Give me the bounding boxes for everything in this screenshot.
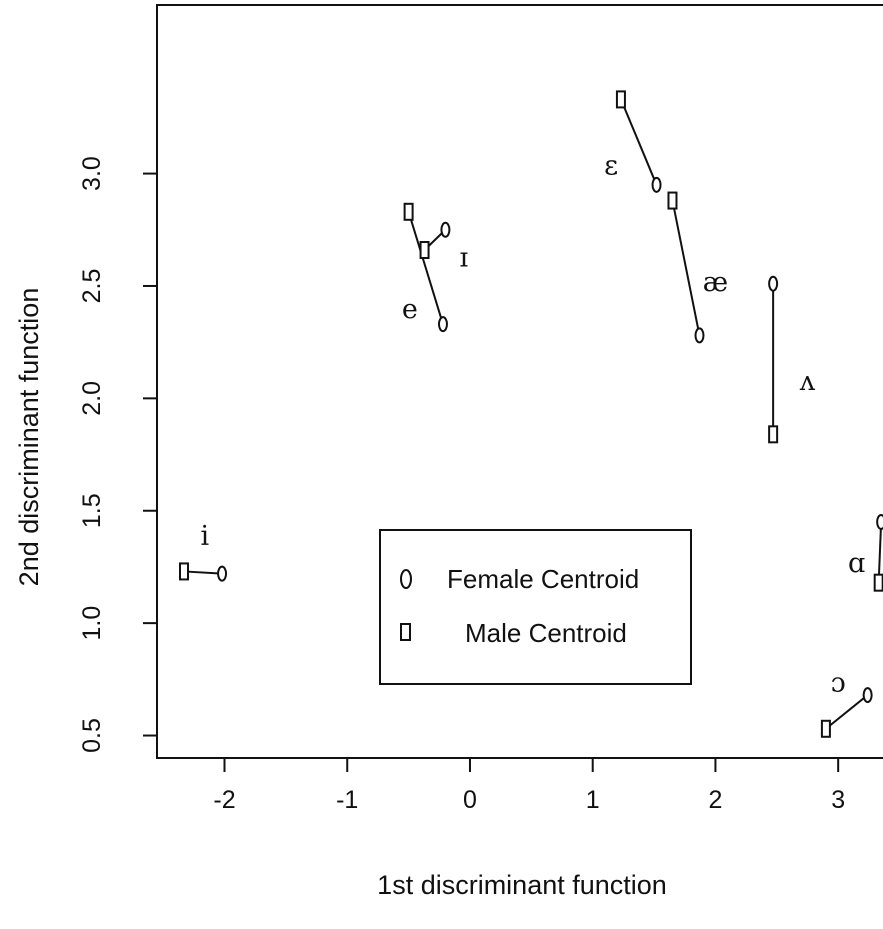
- female-centroid-marker: [768, 275, 779, 292]
- legend-female-label: Female Centroid: [447, 564, 639, 594]
- x-tick-label: -2: [213, 786, 235, 814]
- vowel-label: æ: [703, 267, 728, 298]
- vowel-label: i: [201, 521, 210, 552]
- x-axis-title: 1st discriminant function: [377, 870, 667, 900]
- female-centroid-marker: [862, 687, 873, 704]
- y-tick-label: 2.5: [78, 269, 106, 304]
- legend: Female Centroid Male Centroid: [379, 529, 692, 685]
- legend-female-marker: [400, 569, 412, 589]
- plot-frame: [156, 4, 883, 759]
- connector-line: [620, 99, 658, 186]
- centroid-markers: [179, 90, 883, 738]
- x-tick-label: 2: [708, 786, 722, 814]
- legend-male-marker: [400, 623, 411, 641]
- male-centroid-marker: [419, 241, 430, 260]
- male-centroid-marker: [768, 425, 779, 444]
- vowel-labels: i ɪ e ɛ æ ʌ ɑ ɔ: [201, 150, 866, 698]
- y-tick-label: 2.0: [78, 381, 106, 416]
- male-centroid-marker: [615, 90, 626, 109]
- male-centroid-marker: [820, 719, 831, 738]
- x-axis: -2 -1 0 1 2 3: [213, 758, 845, 814]
- connector-lines: [183, 99, 883, 730]
- y-tick-label: 0.5: [78, 718, 106, 753]
- x-tick-label: 1: [586, 786, 600, 814]
- vowel-label: e: [402, 294, 418, 325]
- y-tick-label: 1.5: [78, 493, 106, 528]
- x-tick-label: 3: [831, 786, 845, 814]
- male-centroid-marker: [667, 191, 678, 210]
- female-centroid-marker: [694, 327, 705, 344]
- male-centroid-marker: [873, 573, 883, 592]
- y-axis: 0.5 1.0 1.5 2.0 2.5 3.0: [78, 156, 157, 753]
- male-centroid-marker: [403, 202, 414, 221]
- female-centroid-marker: [440, 221, 451, 238]
- y-axis-title: 2nd discriminant function: [14, 288, 44, 587]
- female-centroid-marker: [651, 176, 662, 193]
- x-tick-label: 0: [463, 786, 477, 814]
- x-tick-label: -1: [336, 786, 358, 814]
- connector-line: [671, 200, 701, 336]
- vowel-label: ɪ: [460, 242, 469, 273]
- y-tick-label: 1.0: [78, 606, 106, 641]
- female-centroid-marker: [217, 565, 228, 582]
- y-tick-label: 3.0: [78, 156, 106, 191]
- vowel-label: ɔ: [831, 667, 846, 698]
- male-centroid-marker: [179, 562, 190, 581]
- legend-male-label: Male Centroid: [465, 618, 627, 648]
- vowel-label: ɑ: [848, 548, 865, 579]
- connector-line: [825, 694, 869, 730]
- connector-line: [407, 211, 444, 325]
- female-centroid-marker: [437, 316, 448, 333]
- connector-line: [183, 570, 223, 575]
- vowel-label: ɛ: [604, 150, 618, 181]
- female-centroid-marker: [876, 513, 883, 530]
- vowel-label: ʌ: [799, 366, 816, 397]
- legend-box: [379, 529, 692, 685]
- connector-line: [877, 521, 883, 583]
